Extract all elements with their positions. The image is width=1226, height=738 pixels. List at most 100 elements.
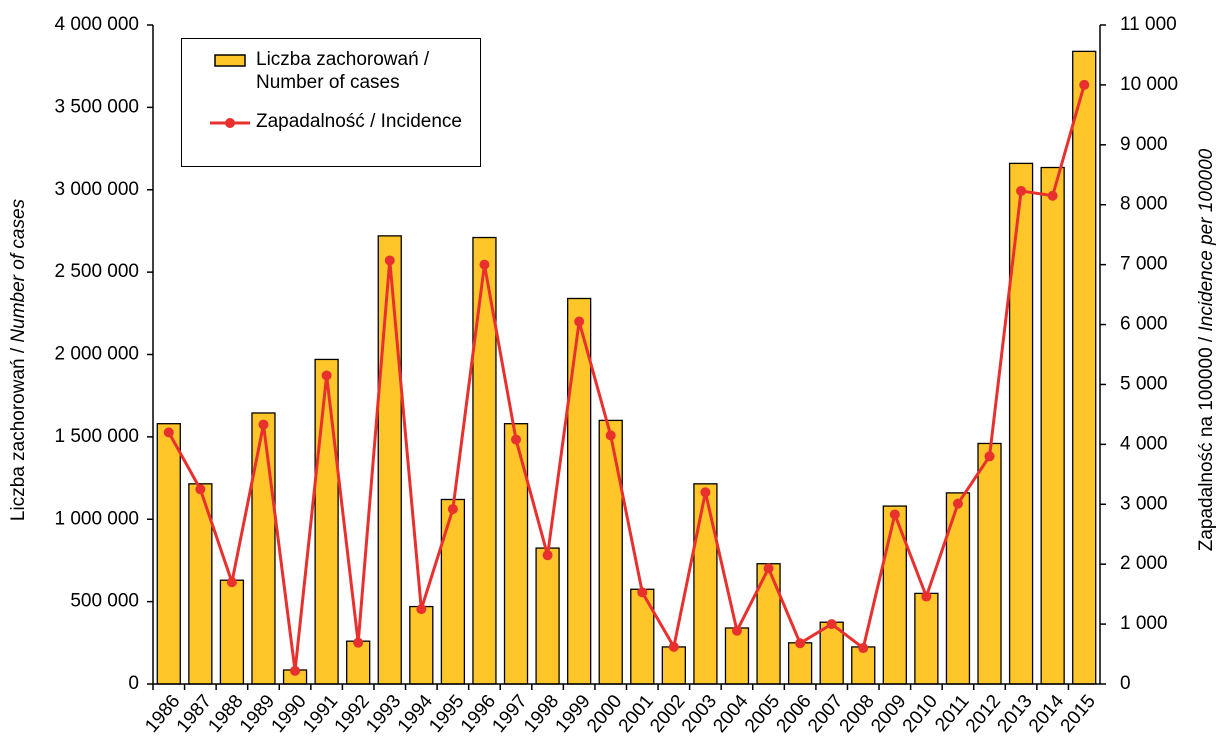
incidence-marker <box>1047 190 1058 201</box>
x-tick-label: 1988 <box>204 691 247 737</box>
bar <box>598 419 623 685</box>
x-tick-label: 1993 <box>362 691 405 737</box>
x-tick-label: 1996 <box>457 691 500 737</box>
y2-tick-label: 2 000 <box>1120 553 1168 574</box>
bar <box>535 547 560 685</box>
incidence-marker <box>447 504 458 515</box>
legend-swatch <box>214 54 246 67</box>
y-tick-label: 1 000 000 <box>54 508 139 529</box>
incidence-marker <box>700 487 711 498</box>
bar <box>945 492 971 685</box>
incidence-marker <box>889 509 900 520</box>
x-tick-label: 2012 <box>962 691 1005 737</box>
incidence-marker <box>826 619 837 630</box>
incidence-marker <box>416 604 427 615</box>
y-axis-title: Liczba zachorowań / Number of cases <box>8 198 29 521</box>
incidence-marker <box>668 641 679 652</box>
y-tick-label: 4 000 000 <box>54 14 139 35</box>
bar <box>503 423 529 685</box>
incidence-marker <box>984 451 995 462</box>
y2-tick-label: 1 000 <box>1120 613 1168 634</box>
legend-label: Zapadalność / Incidence <box>256 111 462 132</box>
y2-tick-label: 11 000 <box>1120 14 1177 35</box>
bar <box>1072 50 1097 685</box>
legend-key-line <box>210 118 250 128</box>
bar <box>377 235 402 685</box>
incidence-marker <box>479 259 490 270</box>
incidence-marker <box>731 625 742 636</box>
bar <box>440 498 466 685</box>
y-tick-label: 0 <box>128 673 139 694</box>
incidence-marker <box>637 587 648 598</box>
bar <box>156 423 181 685</box>
y-tick-label: 3 500 000 <box>54 96 139 117</box>
incidence-marker <box>952 498 963 509</box>
bar <box>661 646 686 685</box>
incidence-marker <box>921 591 932 602</box>
x-tick-label: 2001 <box>615 691 658 737</box>
x-tick-label: 2005 <box>741 691 784 737</box>
y2-tick-label: 10 000 <box>1120 74 1178 95</box>
x-tick-label: 1986 <box>141 691 184 737</box>
y2-tick-label: 6 000 <box>1120 314 1168 335</box>
bar <box>977 442 1002 685</box>
y-tick-label: 1 500 000 <box>54 426 139 447</box>
bar <box>1040 166 1065 685</box>
x-tick-label: 2006 <box>773 691 816 737</box>
x-tick-label: 1987 <box>173 691 216 737</box>
bar <box>567 297 592 685</box>
y2-tick-label: 9 000 <box>1120 134 1168 155</box>
x-tick-label: 2007 <box>804 691 847 737</box>
y2-axis-title-pl: Zapadalność na 100000 / <box>1196 332 1217 552</box>
incidence-marker <box>163 427 174 438</box>
legend-label: Liczba zachorowań / Number of cases <box>256 49 430 93</box>
bar <box>724 627 750 685</box>
y-tick-label: 3 000 000 <box>54 179 139 200</box>
incidence-marker <box>226 577 237 588</box>
bar <box>409 605 434 685</box>
x-tick-label: 1995 <box>425 691 468 737</box>
x-tick-label: 1989 <box>236 691 279 737</box>
incidence-marker <box>1016 185 1027 196</box>
y2-tick-label: 7 000 <box>1120 254 1168 275</box>
incidence-marker <box>763 563 774 574</box>
incidence-marker <box>195 484 206 495</box>
bar <box>251 412 276 685</box>
incidence-marker <box>574 316 585 327</box>
x-tick-label: 2010 <box>899 691 942 737</box>
legend-marker <box>225 118 235 128</box>
x-tick-label: 2015 <box>1057 691 1100 737</box>
y-axis-title-pl: Liczba zachorowań / <box>8 343 29 522</box>
incidence-marker <box>290 665 301 676</box>
incidence-marker <box>795 638 806 649</box>
bar <box>914 592 939 685</box>
y-tick-label: 2 500 000 <box>54 261 139 282</box>
incidence-marker <box>353 637 364 648</box>
x-tick-label: 2013 <box>993 691 1036 737</box>
y2-tick-label: 5 000 <box>1120 373 1168 394</box>
incidence-line <box>167 84 1086 672</box>
y2-axis-title-en: Incidence per 100000 <box>1196 148 1217 331</box>
y-axis-title-en: Number of cases <box>8 198 29 342</box>
x-tick-label: 2002 <box>646 691 689 737</box>
incidence-marker <box>542 550 553 561</box>
bar <box>787 642 813 685</box>
legend-key-bar <box>214 54 246 67</box>
y-tick-label: 500 000 <box>70 591 139 612</box>
incidence-marker <box>605 430 616 441</box>
bar <box>314 358 339 685</box>
incidence-marker <box>384 255 395 266</box>
x-tick-label: 2008 <box>836 691 879 737</box>
x-tick-label: 2009 <box>867 691 910 737</box>
x-tick-label: 1994 <box>394 691 438 737</box>
x-tick-label: 1992 <box>331 691 374 737</box>
y-tick-label: 2 000 000 <box>54 344 139 365</box>
y2-tick-label: 4 000 <box>1120 433 1168 454</box>
incidence-marker <box>858 643 869 654</box>
x-tick-label: 2003 <box>678 691 721 737</box>
incidence-marker <box>511 434 522 445</box>
y2-tick-label: 3 000 <box>1120 493 1168 514</box>
bar <box>1008 162 1034 685</box>
